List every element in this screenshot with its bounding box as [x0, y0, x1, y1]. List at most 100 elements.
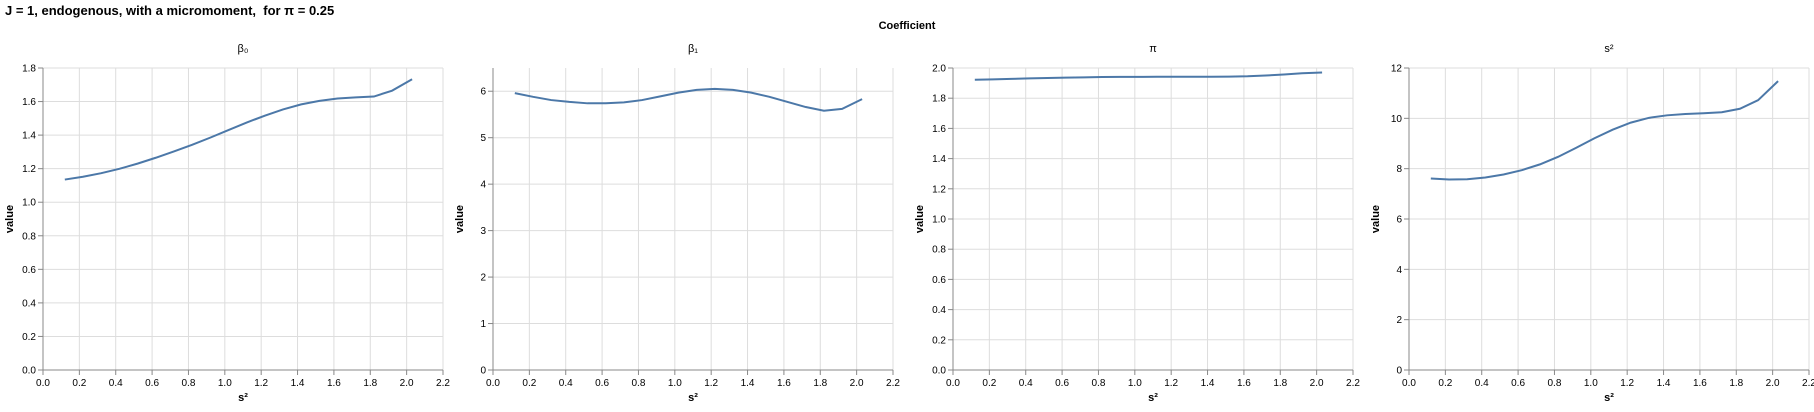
x-tick-label: 2.2	[1346, 378, 1360, 389]
y-tick-label: 1.6	[22, 97, 36, 108]
x-tick-label: 0.6	[595, 378, 609, 389]
y-tick-label: 1.2	[22, 164, 36, 175]
y-tick-label: 0.4	[22, 298, 36, 309]
x-tick-label: 1.8	[1273, 378, 1287, 389]
x-tick-label: 1.6	[327, 378, 341, 389]
x-tick-label: 2.2	[1802, 378, 1814, 389]
y-tick-label: 0.8	[22, 231, 36, 242]
x-axis-title: s²	[1148, 392, 1158, 404]
x-tick-label: 0.6	[145, 378, 159, 389]
y-tick-label: 3	[480, 226, 486, 237]
y-axis-title: value	[1370, 205, 1382, 233]
panel-title: s²	[1604, 43, 1614, 55]
chart-panel-0: 0.0 0.2 0.4 0.6 0.8 1.0 1.2 1.4 1.6 1.8 2.0 2.2 0.0 0…	[4, 43, 450, 404]
x-tick-label: 0.2	[1438, 378, 1452, 389]
series-line	[64, 78, 413, 181]
y-tick-label: 1.6	[932, 124, 946, 135]
x-tick-label: 0.8	[182, 378, 196, 389]
x-tick-label: 1.0	[1584, 378, 1598, 389]
x-tick-label: 0.6	[1055, 378, 1069, 389]
y-tick-label: 1.8	[932, 94, 946, 105]
x-tick-label: 0.0	[36, 378, 50, 389]
x-tick-label: 0.0	[486, 378, 500, 389]
panel-title: β₀	[238, 43, 249, 55]
y-tick-label: 1.0	[932, 215, 946, 226]
y-tick-label: 0.8	[932, 245, 946, 256]
chart-panel-2: 0.0 0.2 0.4 0.6 0.8 1.0 1.2 1.4 1.6 1.8 2.0 2.2 0.0 0…	[914, 43, 1360, 404]
chart-panel-3: 0.0 0.2 0.4 0.6 0.8 1.0 1.2 1.4 1.6 1.8 2.0 2.2 0 2 4 6…	[1370, 43, 1814, 404]
x-tick-label: 0.6	[1511, 378, 1525, 389]
x-tick-label: 1.6	[1237, 378, 1251, 389]
x-tick-label: 1.8	[1729, 378, 1743, 389]
x-tick-label: 0.8	[1548, 378, 1562, 389]
y-tick-label: 6	[1396, 215, 1402, 226]
y-tick-label: 5	[480, 133, 486, 144]
x-tick-label: 0.0	[1402, 378, 1416, 389]
y-tick-label: 2.0	[932, 64, 946, 75]
x-tick-label: 2.2	[436, 378, 450, 389]
panel-title: β₁	[688, 43, 698, 55]
y-tick-label: 0.6	[22, 265, 36, 276]
x-tick-label: 0.4	[559, 378, 573, 389]
y-tick-label: 6	[480, 87, 486, 98]
x-tick-label: 1.2	[1164, 378, 1178, 389]
series-line	[1430, 80, 1779, 181]
y-tick-label: 0.6	[932, 275, 946, 286]
y-tick-label: 4	[480, 180, 486, 191]
x-tick-label: 0.2	[522, 378, 536, 389]
panel-title: π	[1149, 43, 1157, 55]
x-tick-label: 1.2	[1620, 378, 1634, 389]
y-tick-label: 1.0	[22, 198, 36, 209]
x-tick-label: 2.0	[400, 378, 414, 389]
y-axis-title: value	[914, 205, 926, 233]
x-tick-label: 1.4	[291, 378, 305, 389]
y-tick-label: 4	[1396, 265, 1402, 276]
y-tick-label: 0	[480, 366, 486, 377]
x-tick-label: 1.6	[777, 378, 791, 389]
y-tick-label: 0.0	[22, 366, 36, 377]
y-tick-label: 0	[1396, 366, 1402, 377]
y-tick-label: 0.2	[932, 335, 946, 346]
y-tick-label: 1.2	[932, 184, 946, 195]
y-tick-label: 0.2	[22, 332, 36, 343]
x-tick-label: 0.4	[1019, 378, 1033, 389]
x-tick-label: 0.8	[1092, 378, 1106, 389]
x-tick-label: 1.4	[741, 378, 755, 389]
x-tick-label: 2.0	[850, 378, 864, 389]
x-tick-label: 1.0	[218, 378, 232, 389]
y-axis-title: value	[4, 205, 16, 233]
x-tick-label: 0.2	[982, 378, 996, 389]
x-tick-label: 1.6	[1693, 378, 1707, 389]
x-tick-label: 1.0	[668, 378, 682, 389]
x-axis-title: s²	[238, 392, 248, 404]
x-tick-label: 0.4	[1475, 378, 1489, 389]
y-tick-label: 12	[1391, 64, 1403, 75]
x-tick-label: 0.2	[72, 378, 86, 389]
y-tick-label: 0.0	[932, 366, 946, 377]
y-tick-label: 8	[1396, 164, 1402, 175]
series-line	[974, 71, 1323, 81]
chart-title: J = 1, endogenous, with a micromoment, f…	[5, 3, 335, 18]
x-tick-label: 0.0	[946, 378, 960, 389]
x-tick-label: 0.4	[109, 378, 123, 389]
x-axis-title: s²	[688, 392, 698, 404]
y-tick-label: 10	[1391, 114, 1403, 125]
x-tick-label: 1.4	[1201, 378, 1215, 389]
y-tick-label: 2	[480, 273, 486, 284]
facet-header: Coefficient	[878, 20, 936, 32]
x-tick-label: 1.8	[363, 378, 377, 389]
x-tick-label: 2.0	[1766, 378, 1780, 389]
y-tick-label: 0.4	[932, 305, 946, 316]
y-tick-label: 1.8	[22, 64, 36, 75]
series-line	[514, 87, 863, 112]
chart-panel-1: 0.0 0.2 0.4 0.6 0.8 1.0 1.2 1.4 1.6 1.8 2.0 2.2 0 1 2 3…	[454, 43, 900, 404]
y-tick-label: 1.4	[932, 154, 946, 165]
y-tick-label: 2	[1396, 315, 1402, 326]
x-tick-label: 2.2	[886, 378, 900, 389]
x-tick-label: 1.2	[704, 378, 718, 389]
x-tick-label: 1.2	[254, 378, 268, 389]
x-tick-label: 1.0	[1128, 378, 1142, 389]
y-tick-label: 1.4	[22, 131, 36, 142]
x-axis-title: s²	[1604, 392, 1614, 404]
